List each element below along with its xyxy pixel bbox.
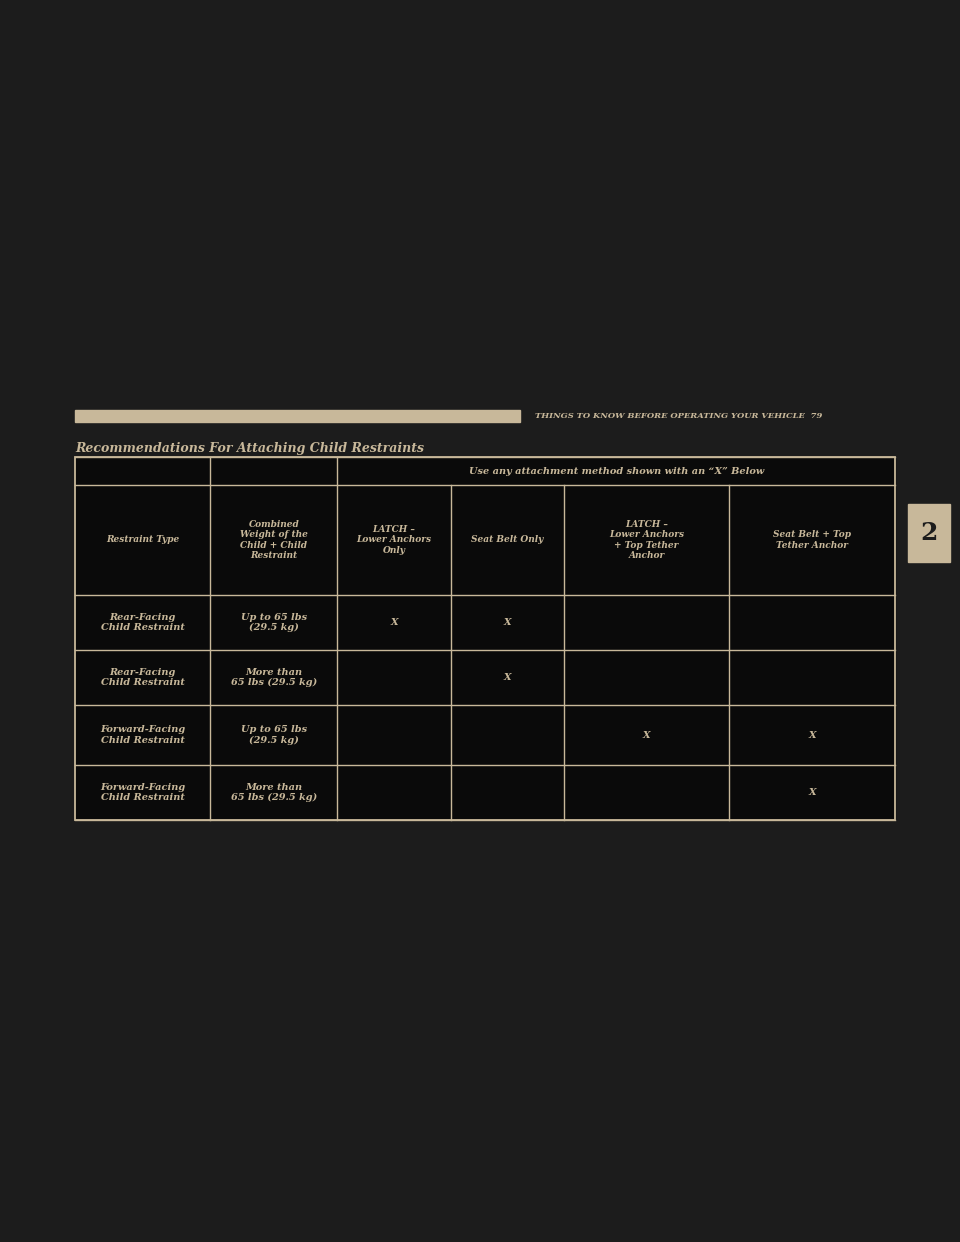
Text: X: X (503, 619, 511, 627)
Bar (908, 504, 950, 561)
Text: More than
65 lbs (29.5 kg): More than 65 lbs (29.5 kg) (230, 668, 317, 687)
Text: X: X (643, 730, 650, 739)
Text: Up to 65 lbs
(29.5 kg): Up to 65 lbs (29.5 kg) (241, 612, 307, 632)
Text: Forward-Facing
Child Restraint: Forward-Facing Child Restraint (100, 725, 185, 745)
Text: Rear-Facing
Child Restraint: Rear-Facing Child Restraint (101, 612, 184, 632)
Text: More than
65 lbs (29.5 kg): More than 65 lbs (29.5 kg) (230, 782, 317, 802)
Text: THINGS TO KNOW BEFORE OPERATING YOUR VEHICLE  79: THINGS TO KNOW BEFORE OPERATING YOUR VEH… (535, 412, 823, 420)
Text: 2: 2 (921, 520, 938, 545)
Text: Up to 65 lbs
(29.5 kg): Up to 65 lbs (29.5 kg) (241, 725, 307, 745)
Text: LATCH –
Lower Anchors
+ Top Tether
Anchor: LATCH – Lower Anchors + Top Tether Ancho… (609, 520, 684, 560)
Text: Use any attachment method shown with an “X” Below: Use any attachment method shown with an … (468, 467, 764, 476)
Text: Seat Belt Only: Seat Belt Only (471, 535, 543, 544)
Text: X: X (808, 730, 816, 739)
Text: X: X (503, 673, 511, 682)
Bar (75, 410, 520, 422)
Text: Forward-Facing
Child Restraint: Forward-Facing Child Restraint (100, 782, 185, 802)
Text: Recommendations For Attaching Child Restraints: Recommendations For Attaching Child Rest… (75, 442, 424, 455)
Text: Restraint Type: Restraint Type (106, 535, 180, 544)
Text: LATCH –
Lower Anchors
Only: LATCH – Lower Anchors Only (356, 525, 432, 555)
Text: Rear-Facing
Child Restraint: Rear-Facing Child Restraint (101, 668, 184, 687)
Bar (75, 457, 895, 820)
Text: Seat Belt + Top
Tether Anchor: Seat Belt + Top Tether Anchor (773, 530, 852, 550)
Bar (75, 457, 895, 820)
Text: Combined
Weight of the
Child + Child
Restraint: Combined Weight of the Child + Child Res… (240, 520, 308, 560)
Text: X: X (390, 619, 397, 627)
Text: X: X (808, 787, 816, 797)
